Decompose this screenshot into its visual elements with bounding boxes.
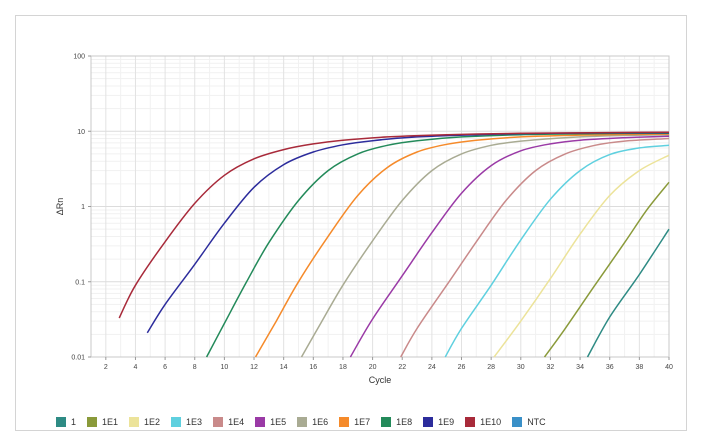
legend-swatch — [512, 417, 523, 427]
x-tick-label: 16 — [309, 364, 317, 371]
x-axis-label: Cycle — [369, 375, 392, 385]
x-tick-label: 8 — [193, 364, 197, 371]
x-tick-label: 32 — [547, 364, 555, 371]
series-line-1E6 — [300, 133, 670, 358]
series-line-1E10 — [118, 131, 670, 319]
legend-swatch — [423, 417, 434, 427]
series-line-1E8 — [205, 132, 670, 358]
qpcr-amplification-chart: 2 4 6 8 10 12 14 16 18 20 22 24 26 28 30 32 34 36 38 40 0.0… — [55, 54, 673, 386]
legend-label: 1E8 — [396, 417, 413, 427]
legend-label: 1E2 — [144, 417, 161, 427]
legend-label: 1E5 — [270, 417, 287, 427]
y-tick-label: 10 — [77, 129, 85, 136]
legend-label: 1E4 — [228, 417, 245, 427]
legend-item-1E7: 1E7 — [339, 417, 370, 427]
legend-swatch — [213, 417, 224, 427]
legend-label: 1E9 — [438, 417, 455, 427]
legend-item-1E6: 1E6 — [297, 417, 328, 427]
y-tick-label: 0.1 — [75, 279, 85, 286]
y-tick-label: 1 — [81, 204, 85, 211]
x-tick-label: 36 — [606, 364, 614, 371]
legend-swatch — [381, 417, 392, 427]
legend-item-1E5: 1E5 — [255, 417, 286, 427]
series-line-1E2 — [493, 154, 670, 358]
x-tick-label: 22 — [398, 364, 406, 371]
x-tick-label: 10 — [220, 364, 228, 371]
legend-swatch — [56, 417, 66, 427]
chart-legend: 1 1E1 1E2 1E3 1E4 1E5 1E6 1E7 1E8 1E9 1E10 NTC — [56, 414, 546, 430]
legend-item-1E3: 1E3 — [171, 417, 202, 427]
legend-item-1E10: 1E10 — [465, 417, 501, 427]
amplification-curves — [118, 131, 670, 358]
x-tick-label: 4 — [134, 364, 138, 371]
legend-label: 1E7 — [354, 417, 371, 427]
x-tick-label: 14 — [280, 364, 288, 371]
legend-swatch — [87, 417, 98, 427]
x-tick-label: 20 — [369, 364, 377, 371]
x-tick-label: 12 — [250, 364, 258, 371]
y-tick-label: 0.01 — [71, 355, 85, 362]
series-line-1E5 — [349, 135, 670, 358]
series-line-1E9 — [146, 131, 670, 334]
x-tick-label: 30 — [517, 364, 525, 371]
series-line-1 — [586, 228, 670, 358]
legend-swatch — [339, 417, 350, 427]
y-tick-label: 100 — [73, 54, 85, 61]
legend-item-1E9: 1E9 — [423, 417, 454, 427]
legend-item-1E4: 1E4 — [213, 417, 244, 427]
legend-item-1E8: 1E8 — [381, 417, 412, 427]
x-tick-label: 24 — [428, 364, 436, 371]
chart-frame: 2 4 6 8 10 12 14 16 18 20 22 24 26 28 30 32 34 36 38 40 0.0… — [15, 15, 687, 431]
x-tick-label: 28 — [487, 364, 495, 371]
legend-swatch — [255, 417, 266, 427]
legend-item-1: 1 — [56, 417, 76, 427]
y-axis-label: ΔRn — [55, 198, 65, 216]
series-line-1E7 — [254, 133, 670, 358]
x-tick-label: 6 — [163, 364, 167, 371]
legend-swatch — [129, 417, 140, 427]
legend-label: NTC — [527, 417, 546, 427]
x-tick-label: 26 — [458, 364, 466, 371]
series-line-1E3 — [444, 144, 670, 358]
x-tick-label: 18 — [339, 364, 347, 371]
legend-label: 1E10 — [480, 417, 502, 427]
y-axis-ticks: 0.01 0.1 1 10 100 — [71, 54, 91, 362]
legend-swatch — [465, 417, 476, 427]
legend-swatch — [297, 417, 308, 427]
x-axis-ticks: 2 4 6 8 10 12 14 16 18 20 22 24 26 28 30 32 34 36 38 40 — [104, 357, 673, 371]
x-tick-label: 34 — [576, 364, 584, 371]
legend-item-NTC: NTC — [512, 417, 546, 427]
legend-item-1E2: 1E2 — [129, 417, 160, 427]
x-tick-label: 38 — [635, 364, 643, 371]
legend-label: 1E1 — [102, 417, 119, 427]
x-tick-label: 2 — [104, 364, 108, 371]
legend-swatch — [171, 417, 182, 427]
series-line-1E1 — [543, 181, 670, 358]
series-line-1E4 — [400, 137, 670, 358]
legend-label: 1E3 — [186, 417, 203, 427]
legend-label: 1 — [71, 417, 77, 427]
x-tick-label: 40 — [665, 364, 673, 371]
legend-label: 1E6 — [312, 417, 329, 427]
legend-item-1E1: 1E1 — [87, 417, 118, 427]
